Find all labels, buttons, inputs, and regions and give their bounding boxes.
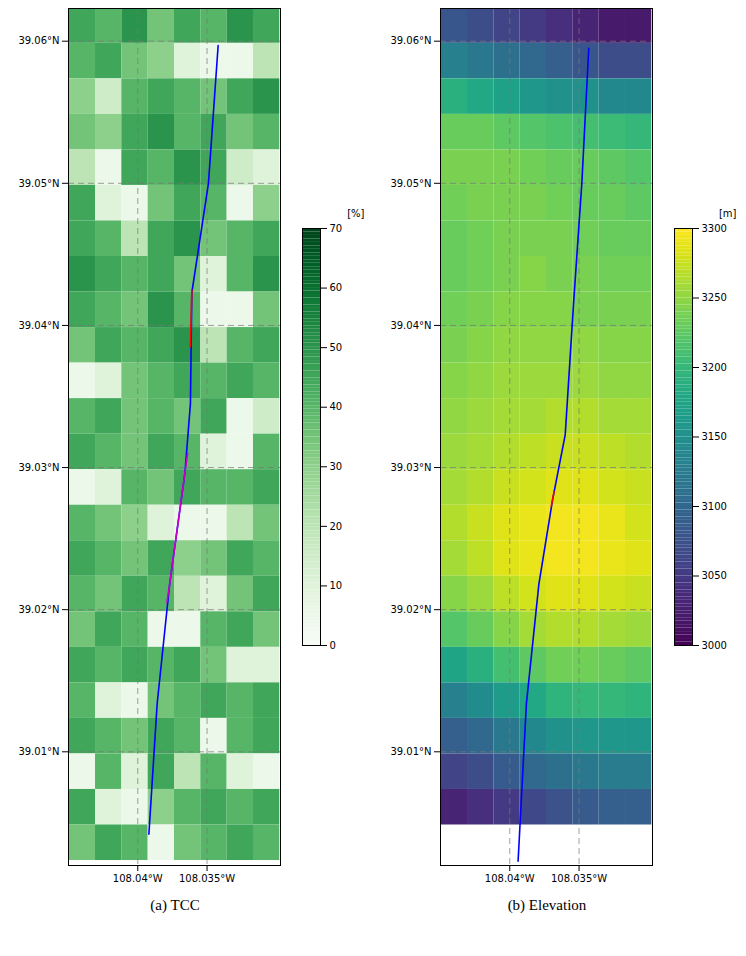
svg-text:[m]: [m] [719, 208, 737, 219]
svg-text:108.04°W: 108.04°W [113, 873, 163, 884]
svg-text:3300: 3300 [702, 223, 727, 234]
svg-text:60: 60 [330, 282, 343, 293]
svg-text:0: 0 [330, 640, 336, 651]
svg-text:70: 70 [330, 223, 343, 234]
svg-text:39.05°N: 39.05°N [390, 178, 431, 189]
html-text:(a) TCC: (a) TCC [150, 897, 200, 913]
svg-text:40: 40 [330, 401, 343, 412]
svg-text:108.035°W: 108.035°W [179, 873, 235, 884]
svg-text:3200: 3200 [702, 362, 727, 373]
svg-text:50: 50 [330, 342, 343, 353]
svg-text:[%]: [%] [347, 208, 364, 219]
svg-text:3050: 3050 [702, 570, 727, 581]
svg-text:108.035°W: 108.035°W [551, 873, 607, 884]
svg-text:3100: 3100 [702, 501, 727, 512]
svg-text:39.01°N: 39.01°N [18, 746, 59, 757]
svg-text:108.04°W: 108.04°W [485, 873, 535, 884]
svg-text:3250: 3250 [702, 292, 727, 303]
svg-text:39.04°N: 39.04°N [18, 320, 59, 331]
svg-text:39.06°N: 39.06°N [18, 35, 59, 46]
svg-text:20: 20 [330, 521, 343, 532]
svg-text:39.01°N: 39.01°N [390, 746, 431, 757]
html-text:(b) Elevation: (b) Elevation [507, 897, 587, 913]
svg-text:39.03°N: 39.03°N [390, 462, 431, 473]
svg-text:39.02°N: 39.02°N [18, 604, 59, 615]
svg-text:39.06°N: 39.06°N [390, 35, 431, 46]
svg-text:10: 10 [330, 580, 343, 591]
svg-text:3150: 3150 [702, 431, 727, 442]
svg-text:30: 30 [330, 461, 343, 472]
svg-text:39.04°N: 39.04°N [390, 320, 431, 331]
svg-text:39.03°N: 39.03°N [18, 462, 59, 473]
svg-text:39.02°N: 39.02°N [390, 604, 431, 615]
svg-text:3000: 3000 [702, 640, 727, 651]
svg-text:39.05°N: 39.05°N [18, 178, 59, 189]
